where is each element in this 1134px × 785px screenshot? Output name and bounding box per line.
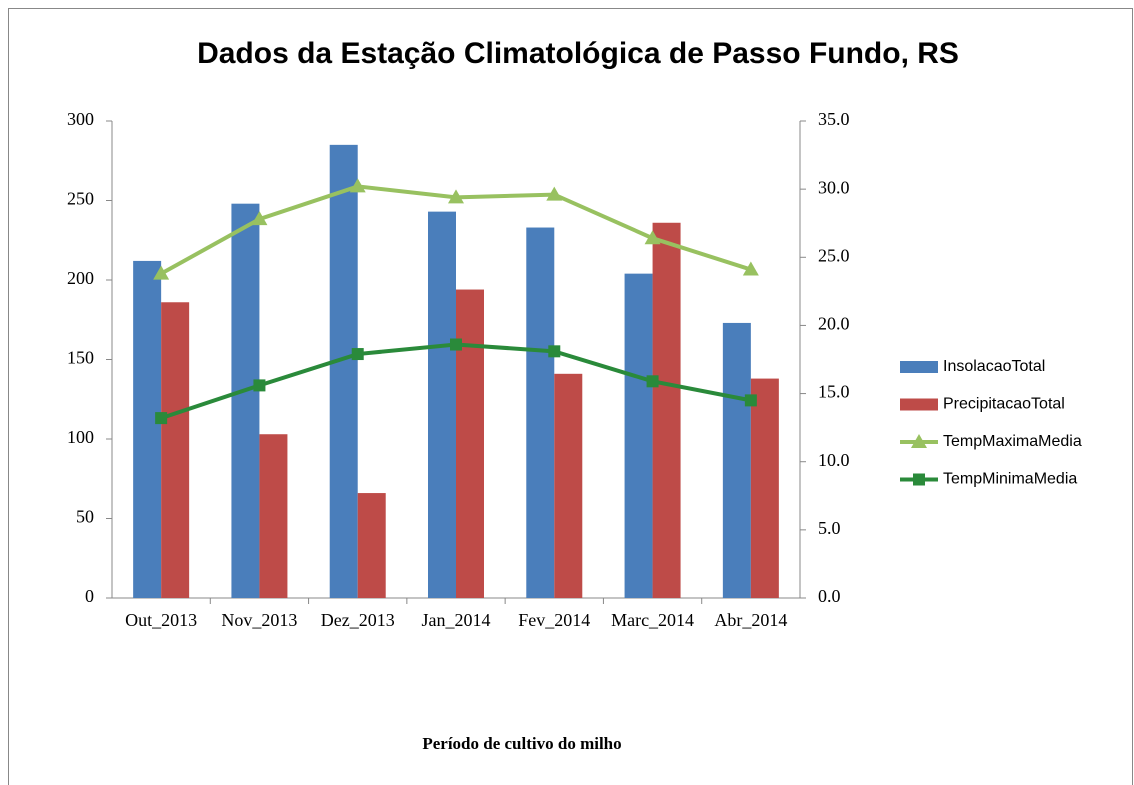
y2-tick-label: 10.0: [818, 450, 850, 470]
y2-tick-label: 5.0: [818, 518, 841, 538]
bar: [554, 373, 583, 598]
line-marker: [351, 348, 364, 361]
y-tick-label: 200: [67, 268, 94, 288]
y-tick-label: 150: [67, 348, 94, 368]
line-marker: [913, 473, 925, 486]
bar: [259, 434, 288, 598]
x-tick-label: Dez_2013: [321, 610, 395, 630]
bar: [161, 302, 190, 598]
legend-label: TempMinimaMedia: [943, 471, 1077, 488]
x-axis-label: Período de cultivo do milho: [422, 734, 621, 753]
bar: [456, 289, 484, 598]
line-marker: [744, 394, 757, 407]
line-marker: [253, 379, 266, 392]
x-tick-label: Jan_2014: [422, 610, 491, 630]
legend-label: InsolacaoTotal: [943, 358, 1045, 375]
x-tick-label: Out_2013: [125, 610, 197, 630]
y2-tick-label: 20.0: [818, 314, 850, 334]
y-tick-label: 300: [67, 109, 94, 129]
line-marker: [450, 338, 462, 351]
line-marker: [349, 178, 366, 193]
y-tick-label: 50: [76, 507, 94, 527]
y2-tick-label: 15.0: [818, 382, 850, 402]
legend-swatch: [900, 398, 938, 411]
y2-tick-label: 30.0: [818, 177, 850, 197]
y-tick-label: 250: [67, 189, 94, 209]
y2-tick-label: 25.0: [818, 245, 850, 265]
line-marker: [646, 375, 659, 388]
x-tick-label: Nov_2013: [221, 610, 297, 630]
line-marker: [155, 412, 168, 425]
line-marker: [742, 261, 759, 276]
line-marker: [644, 230, 661, 245]
x-tick-label: Fev_2014: [518, 610, 590, 630]
line-marker: [153, 265, 170, 280]
bar: [428, 211, 456, 598]
bar: [357, 493, 386, 598]
chart-title: Dados da Estação Climatológica de Passo …: [197, 37, 959, 70]
bar: [526, 227, 555, 598]
bar: [231, 203, 260, 598]
x-tick-label: Marc_2014: [611, 610, 694, 630]
x-tick-label: Abr_2014: [714, 610, 787, 630]
bar: [722, 322, 751, 598]
line-marker: [911, 434, 927, 448]
line-marker: [546, 186, 563, 201]
legend-swatch: [900, 361, 938, 373]
bar: [133, 260, 162, 598]
y2-tick-label: 0.0: [818, 586, 841, 606]
bar: [652, 222, 681, 598]
y-tick-label: 0: [85, 586, 94, 606]
y2-tick-label: 35.0: [818, 109, 850, 129]
y-tick-label: 100: [67, 427, 94, 447]
line-marker: [548, 345, 561, 358]
line-marker: [448, 189, 464, 204]
bar: [329, 144, 358, 598]
legend-label: TempMaximaMedia: [943, 433, 1082, 450]
bar: [750, 378, 779, 598]
chart-border: [8, 8, 1133, 785]
legend-label: PrecipitacaoTotal: [943, 396, 1065, 413]
line-marker: [251, 211, 268, 226]
bar: [624, 273, 653, 598]
